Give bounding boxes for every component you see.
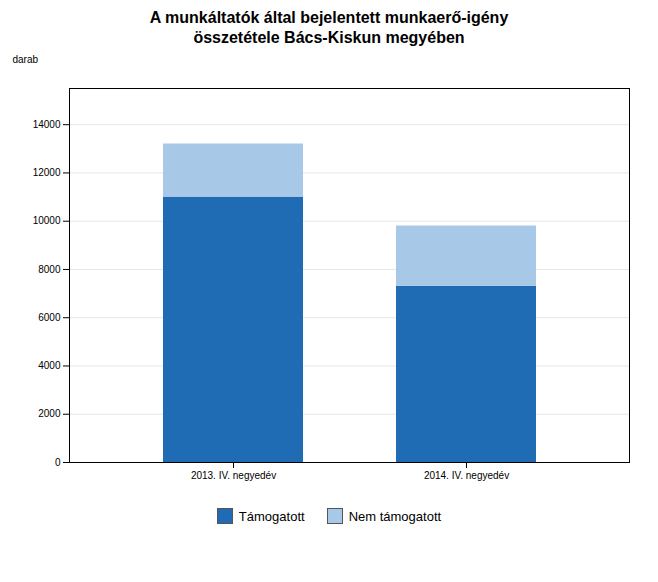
html-text:Támogatott: Támogatott — [238, 508, 305, 524]
svg-text:darab: darab — [13, 54, 39, 65]
svg-text:6000: 6000 — [38, 312, 61, 323]
html-text:Nem támogatott: Nem támogatott — [348, 508, 442, 524]
svg-text:10000: 10000 — [33, 215, 61, 226]
svg-text:4000: 4000 — [38, 360, 61, 371]
svg-text:12000: 12000 — [33, 167, 61, 178]
svg-text:2000: 2000 — [38, 408, 61, 419]
svg-text:0: 0 — [55, 457, 61, 468]
html-text:A munkáltatók által bejelentet: A munkáltatók által bejelentett munkaerő… — [149, 9, 509, 46]
svg-text:2014. IV. negyedév: 2014. IV. negyedév — [424, 470, 509, 481]
svg-text:14000: 14000 — [33, 119, 61, 130]
svg-text:8000: 8000 — [38, 264, 61, 275]
svg-text:2013. IV. negyedév: 2013. IV. negyedév — [191, 470, 276, 481]
